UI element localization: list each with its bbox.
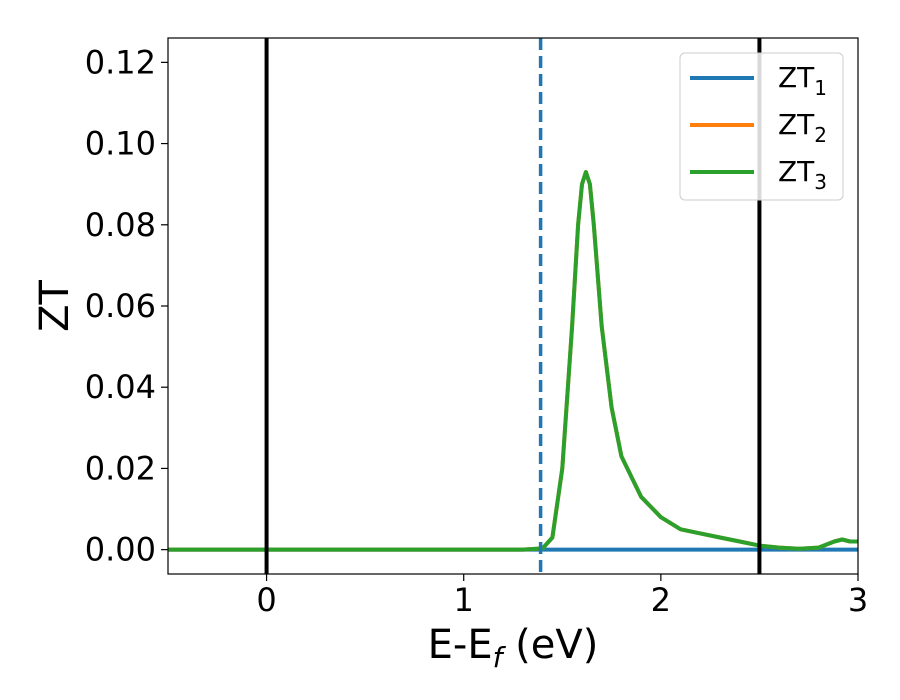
- y-tick-label: 0.08: [85, 206, 156, 244]
- y-tick-label: 0.04: [85, 368, 156, 406]
- plot-content: [168, 38, 858, 574]
- y-tick-label: 0.12: [85, 43, 156, 81]
- x-axis: 0 1 2 3: [256, 574, 868, 619]
- legend-frame: [679, 52, 844, 201]
- y-tick-label: 0.06: [85, 287, 156, 325]
- y-tick-label: 0.02: [85, 449, 156, 487]
- x-tick-label: 0: [256, 581, 276, 619]
- y-tick-label: 0.00: [85, 531, 156, 569]
- x-axis-label: E-Ef (eV): [428, 622, 599, 674]
- x-tick-label: 2: [651, 581, 671, 619]
- y-axis-label: ZT: [32, 280, 78, 332]
- legend-label-1: ZT1: [778, 61, 827, 100]
- legend-label-2: ZT2: [778, 108, 827, 147]
- y-axis: 0.00 0.02 0.04 0.06 0.08 0.10 0.12: [85, 43, 168, 569]
- y-tick-label: 0.10: [85, 125, 156, 163]
- x-tick-label: 1: [454, 581, 474, 619]
- legend-label-3: ZT3: [778, 155, 827, 194]
- legend: ZT1 ZT2 ZT3: [679, 52, 844, 201]
- x-tick-label: 3: [848, 581, 868, 619]
- series-line-3: [168, 170, 858, 552]
